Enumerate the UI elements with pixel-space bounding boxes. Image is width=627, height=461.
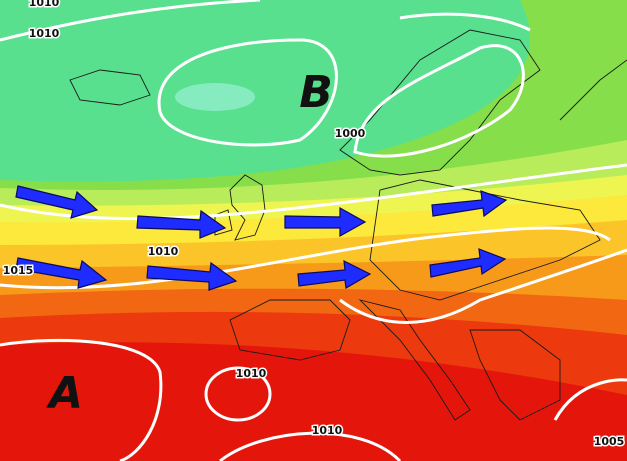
isobar-label: 1010 <box>29 0 60 9</box>
arrow <box>136 209 227 239</box>
isobar-label: 1010 <box>236 367 267 380</box>
pressure-center: B <box>299 67 333 118</box>
isobar-label: 1010 <box>29 27 60 40</box>
arrow <box>15 185 99 219</box>
isobar-label: 1000 <box>335 127 366 140</box>
isobar-label: 1015 <box>3 264 34 277</box>
arrow <box>15 257 108 289</box>
arrow <box>429 248 507 278</box>
isobar-label: 1010 <box>312 424 343 437</box>
arrow <box>297 259 372 289</box>
arrow <box>431 190 508 218</box>
arrow <box>284 206 367 238</box>
arrow <box>146 261 238 291</box>
isobar-label: 1005 <box>594 435 625 448</box>
pressure-center: A <box>46 368 83 419</box>
wind-arrows <box>15 185 508 291</box>
isobar-label: 1010 <box>148 245 179 258</box>
